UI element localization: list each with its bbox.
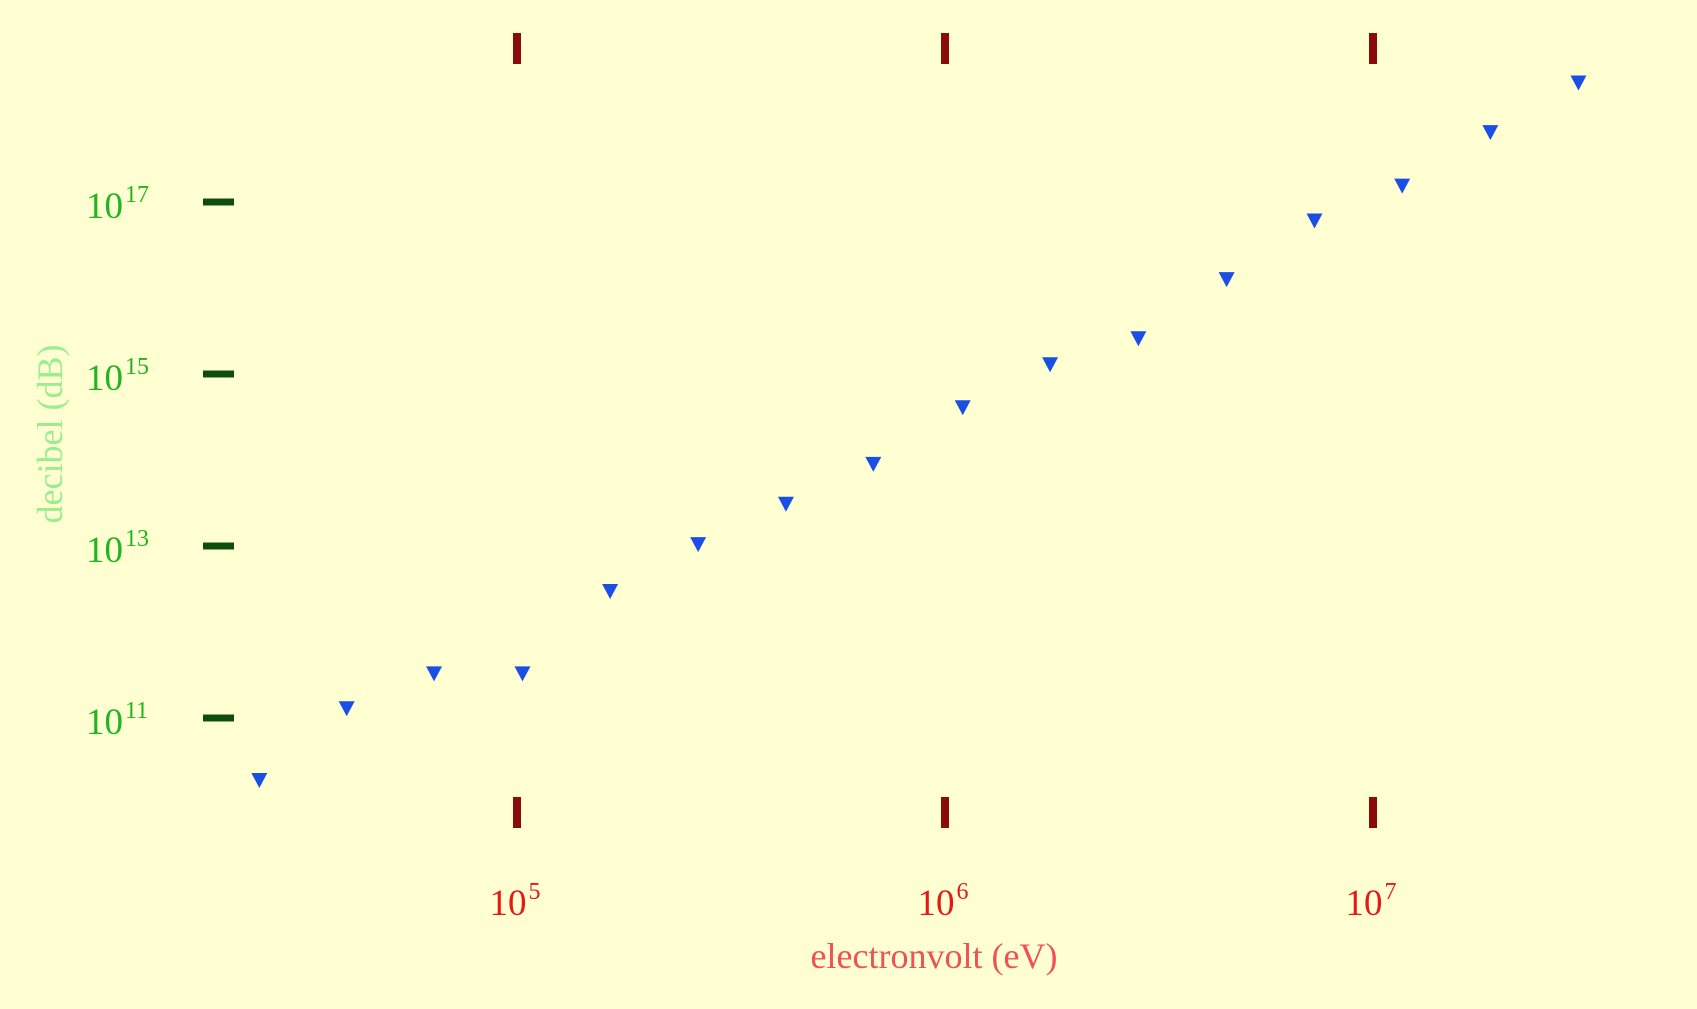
data-point-marker [1218,272,1235,288]
data-point-marker [954,400,971,416]
y-axis-title: decibel (dB) [30,345,70,524]
data-point-marker [514,666,531,682]
data-point-marker [1570,75,1587,91]
x-axis-ticks: 105 106 107 [490,33,1397,924]
data-point-marker [690,537,707,553]
x-tick-mark-bottom [941,797,949,828]
data-point-marker [865,456,882,472]
y-tick-label: 1013 [86,526,149,571]
data-point-marker [426,666,443,682]
data-point-marker [1042,357,1059,373]
data-point-marker [1306,213,1323,229]
data-points [251,75,1587,789]
x-tick-mark-top [941,33,949,64]
data-point-marker [1130,331,1147,347]
x-tick-label: 105 [490,879,541,924]
y-tick-mark [203,370,234,378]
y-axis-ticks: 1011 1013 1015 1017 [86,182,234,743]
y-tick-label: 1015 [86,354,149,399]
y-tick-mark [203,714,234,722]
x-tick-label: 106 [918,879,969,924]
data-point-marker [338,701,355,717]
y-tick-label: 1017 [86,182,149,227]
data-point-marker [1482,125,1499,141]
y-tick-label: 1011 [86,698,148,743]
x-tick-mark-top [1369,33,1377,64]
y-tick-mark [203,198,234,206]
x-tick-mark-top [513,33,521,64]
x-axis-title: electronvolt (eV) [811,936,1058,976]
x-tick-mark-bottom [513,797,521,828]
x-tick-label: 107 [1346,879,1397,924]
data-point-marker [251,773,268,789]
x-tick-mark-bottom [1369,797,1377,828]
data-point-marker [602,583,619,599]
data-point-marker [1394,178,1411,194]
y-tick-mark [203,542,234,550]
data-point-marker [777,496,794,512]
